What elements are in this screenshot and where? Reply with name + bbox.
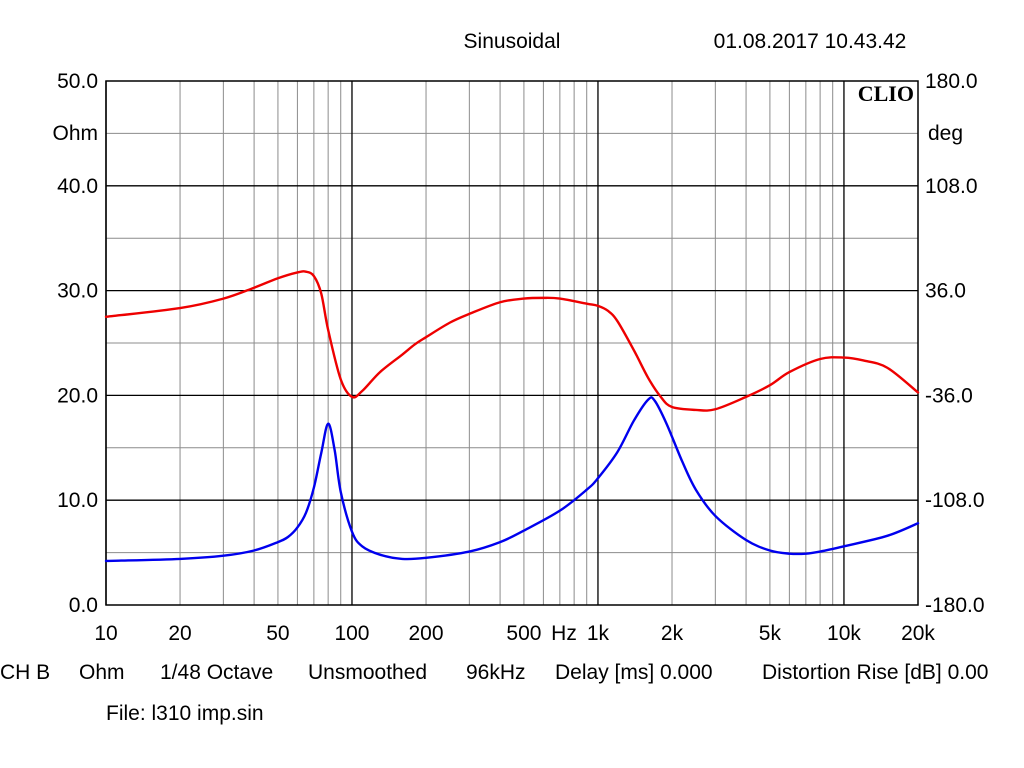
x-tick-label: 100 <box>334 622 369 645</box>
footer-sample-rate: 96kHz <box>466 661 526 684</box>
brand-logo: CLIO <box>858 81 914 106</box>
x-axis-unit: Hz <box>551 622 577 645</box>
phase-curve <box>104 270 920 412</box>
left-tick-label: 10.0 <box>57 489 98 512</box>
impedance-curve <box>104 396 920 563</box>
x-tick-label: 500 <box>506 622 541 645</box>
x-tick-label: 10k <box>827 622 861 645</box>
footer-resolution: 1/48 Octave <box>160 661 274 684</box>
right-tick-label: 36.0 <box>925 280 966 303</box>
right-axis-ticks: -180.0 -108.0 -36.0 36.0 108.0 180.0 <box>925 70 985 617</box>
right-tick-label: 108.0 <box>925 175 978 198</box>
footer-distortion: Distortion Rise [dB] 0.00 <box>762 661 989 684</box>
left-tick-label: 20.0 <box>57 384 98 407</box>
x-tick-label: 5k <box>759 622 782 645</box>
left-axis-unit: Ohm <box>52 122 98 145</box>
x-tick-label: 1k <box>587 622 610 645</box>
left-tick-label: 50.0 <box>57 70 98 93</box>
mode-label: Sinusoidal <box>464 30 561 53</box>
footer-delay: Delay [ms] 0.000 <box>555 661 713 684</box>
footer-smoothing: Unsmoothed <box>308 661 428 684</box>
right-tick-label: -36.0 <box>925 384 973 407</box>
footer-file: File: l310 imp.sin <box>106 702 264 725</box>
right-tick-label: -108.0 <box>925 489 985 512</box>
datetime-label: 01.08.2017 10.43.42 <box>714 30 907 53</box>
right-tick-label: -180.0 <box>925 594 985 617</box>
x-tick-label: 50 <box>266 622 289 645</box>
x-axis-ticks: 10 20 50 100 200 500 1k 2k 5k 10k 20k <box>94 622 935 645</box>
left-tick-label: 0.0 <box>69 594 98 617</box>
x-tick-label: 10 <box>94 622 117 645</box>
plot-frame <box>105 80 919 606</box>
left-tick-label: 30.0 <box>57 280 98 303</box>
curves <box>104 270 920 563</box>
footer-unit: Ohm <box>79 661 125 684</box>
x-tick-label: 200 <box>409 622 444 645</box>
right-tick-label: 180.0 <box>925 70 978 93</box>
x-tick-label: 20 <box>168 622 191 645</box>
right-axis-unit: deg <box>928 122 963 145</box>
left-tick-label: 40.0 <box>57 175 98 198</box>
x-tick-label: 20k <box>901 622 935 645</box>
footer-channel: CH B <box>0 661 51 684</box>
minor-grid <box>106 81 919 605</box>
left-axis-ticks: 0.0 10.0 20.0 30.0 40.0 50.0 <box>57 70 98 617</box>
x-tick-label: 2k <box>661 622 684 645</box>
